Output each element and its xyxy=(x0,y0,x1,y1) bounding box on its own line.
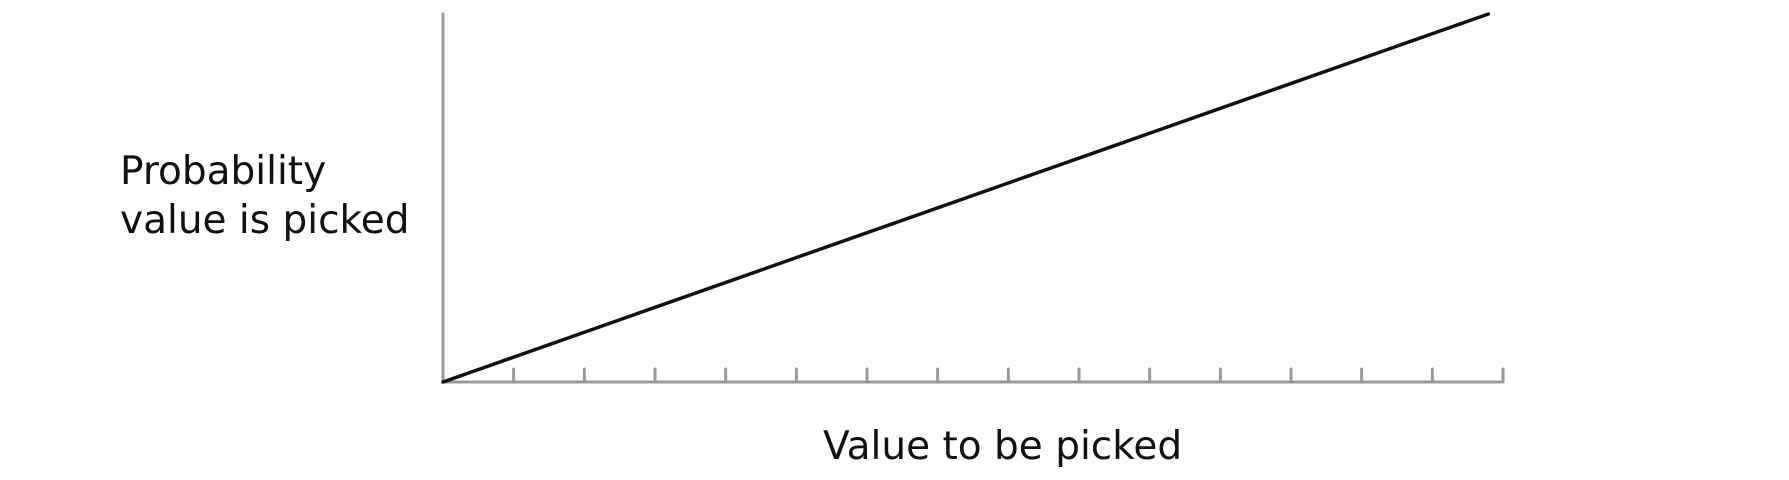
x-axis-ticks xyxy=(512,367,1505,384)
x-axis-label: Value to be picked xyxy=(823,424,1183,469)
data-line xyxy=(441,12,1491,384)
y-axis-label: Probability value is picked xyxy=(120,149,410,243)
